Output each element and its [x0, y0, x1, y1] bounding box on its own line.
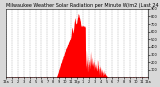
Text: Milwaukee Weather Solar Radiation per Minute W/m2 (Last 24 Hours): Milwaukee Weather Solar Radiation per Mi…: [6, 3, 160, 8]
